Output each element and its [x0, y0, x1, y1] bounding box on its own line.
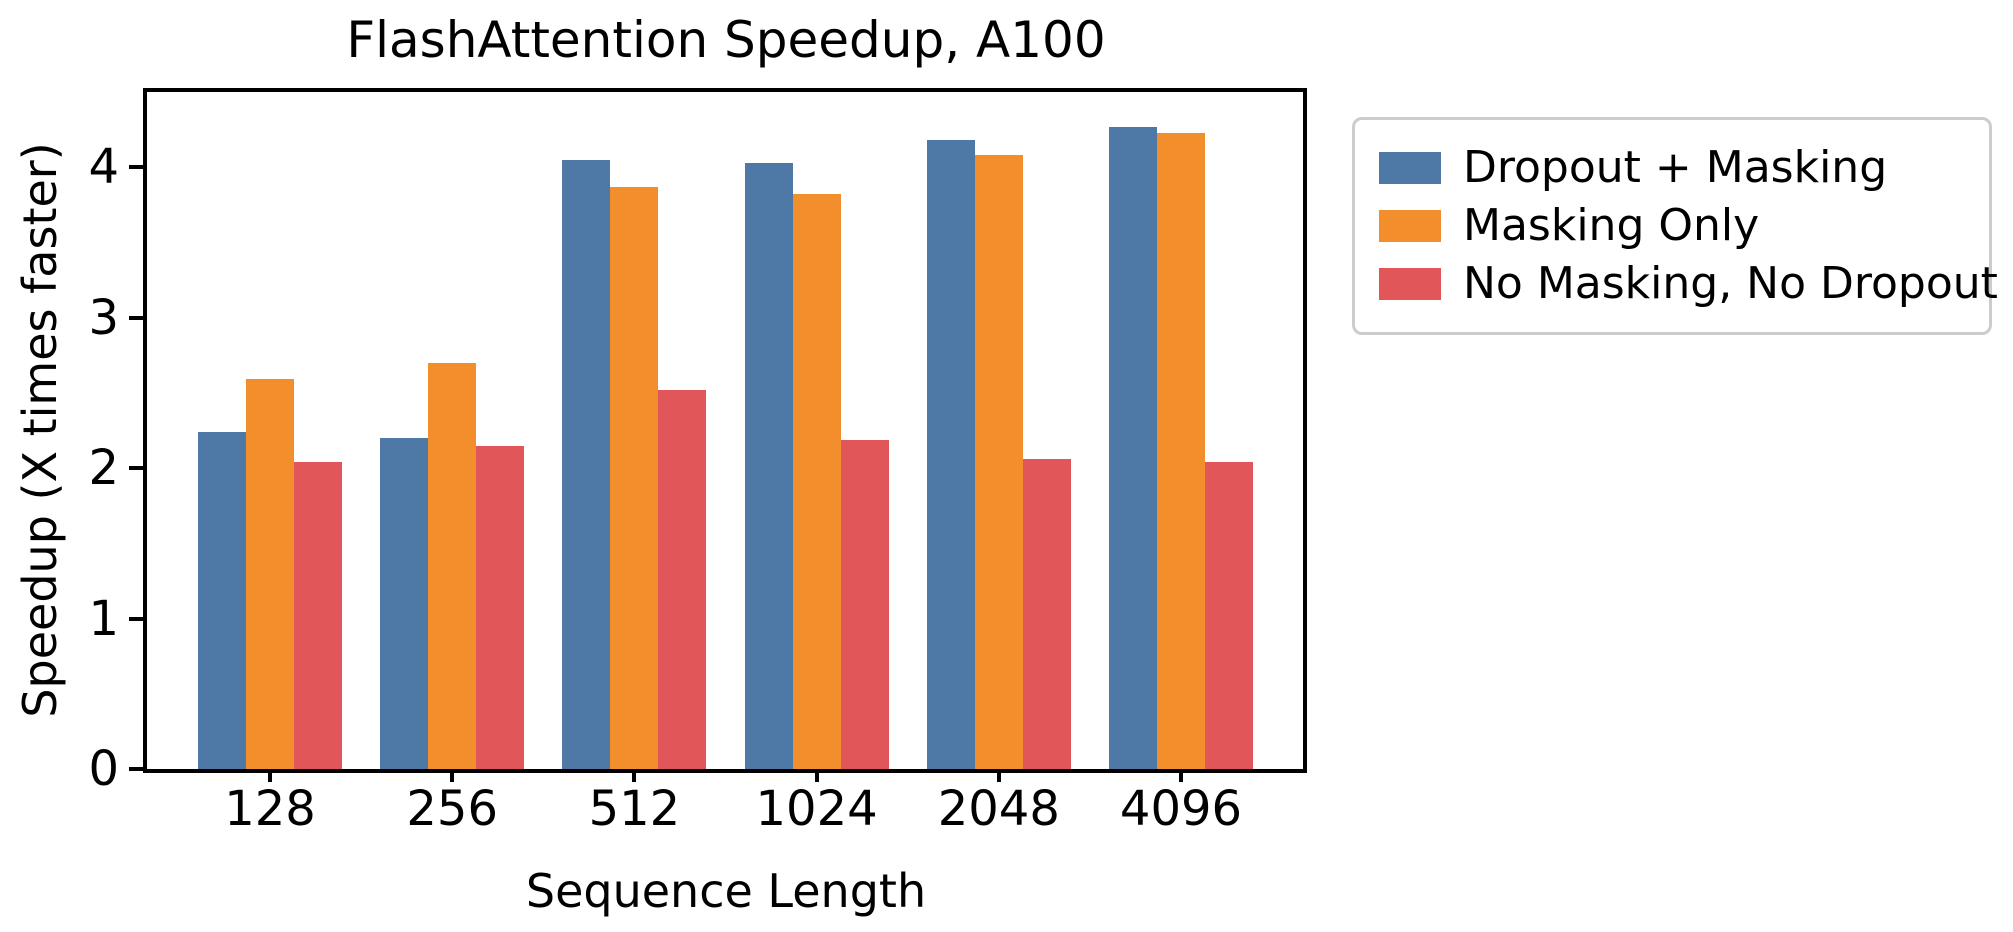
x-tick-label: 256 [406, 781, 498, 837]
bar-256-no-masking-no-dropout [476, 446, 525, 769]
x-tick-mark [1179, 769, 1183, 782]
bar-256-dropout-masking [380, 438, 429, 769]
bar-512-no-masking-no-dropout [658, 390, 707, 769]
bar-512-masking-only [610, 187, 659, 769]
x-tick-label: 128 [224, 781, 316, 837]
bar-2048-masking-only [974, 155, 1023, 769]
legend-item: No Masking, No Dropout [1379, 258, 1998, 310]
x-tick-mark [632, 769, 637, 782]
chart-title: FlashAttention Speedup, A100 [346, 11, 1106, 69]
bar-1024-masking-only [792, 194, 841, 769]
y-tick-mark [129, 315, 143, 320]
y-tick-label: 3 [88, 289, 119, 346]
y-tick-label: 0 [88, 741, 119, 797]
bar-2048-dropout-masking [926, 140, 975, 769]
x-tick-mark [450, 769, 455, 782]
bar-4096-no-masking-no-dropout [1205, 462, 1253, 769]
y-tick-label: 4 [88, 139, 119, 196]
legend: Dropout + Masking Masking Only No Maskin… [1352, 117, 1998, 335]
x-tick-label: 4096 [1119, 781, 1243, 837]
y-tick-mark [129, 616, 143, 621]
x-axis-label: Sequence Length [525, 864, 927, 918]
x-tick-label: 512 [588, 781, 681, 837]
bar-512-dropout-masking [562, 160, 611, 769]
legend-label: Masking Only [1463, 200, 1760, 251]
y-tick-mark [129, 466, 143, 471]
bar-4096-masking-only [1157, 133, 1205, 769]
legend-label: No Masking, No Dropout [1463, 258, 1998, 309]
bar-128-no-masking-no-dropout [294, 462, 342, 769]
y-tick-label: 2 [88, 440, 119, 497]
legend-swatch-dropout-masking [1379, 152, 1441, 184]
legend-swatch-masking-only [1379, 210, 1441, 242]
x-tick-mark [814, 769, 819, 782]
y-tick-label: 1 [88, 590, 119, 647]
legend-item: Dropout + Masking [1379, 142, 1965, 194]
x-tick-mark [996, 769, 1001, 782]
legend-label: Dropout + Masking [1463, 142, 1888, 193]
legend-item: Masking Only [1379, 200, 1965, 252]
bar-256-masking-only [428, 363, 477, 769]
bar-1024-no-masking-no-dropout [840, 440, 889, 769]
y-tick-mark [129, 767, 143, 771]
x-tick-mark [268, 769, 272, 782]
bar-1024-dropout-masking [744, 163, 793, 769]
x-tick-label: 1024 [755, 781, 878, 837]
bar-4096-dropout-masking [1109, 127, 1157, 769]
plot-area: 0 1 2 3 4 128 256 512 1024 2048 4096 [88, 88, 1307, 833]
bar-128-dropout-masking [198, 432, 246, 769]
x-tick-label: 2048 [937, 781, 1060, 837]
legend-swatch-no-masking-no-dropout [1379, 268, 1441, 300]
bar-128-masking-only [246, 379, 294, 769]
bar-2048-no-masking-no-dropout [1022, 459, 1071, 769]
y-tick-mark [129, 165, 143, 170]
